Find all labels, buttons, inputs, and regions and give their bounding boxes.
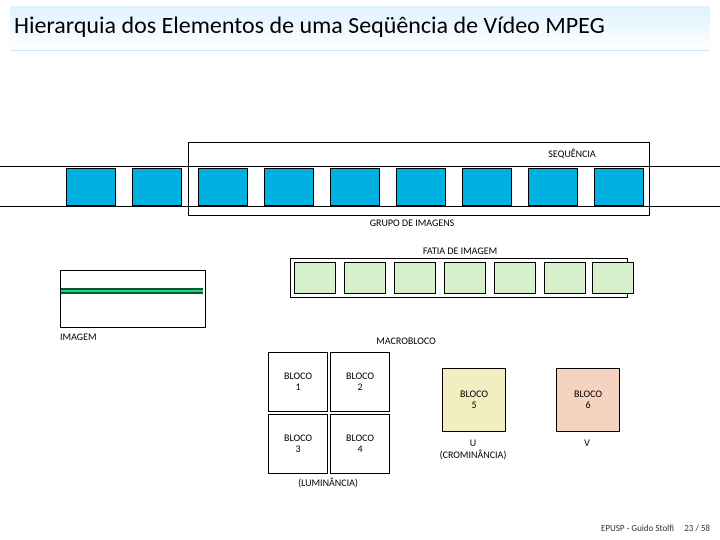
bloco-6: BLOCO6 [556, 368, 620, 432]
label-luminancia: (LUMINÂNCIA) [268, 476, 388, 489]
image-slice-highlight [61, 288, 203, 294]
slice-frame [494, 262, 536, 294]
slice-frame [444, 262, 486, 294]
bloco-5: BLOCO5 [442, 368, 506, 432]
bloco-3: BLOCO3 [268, 414, 328, 474]
label-grupo: GRUPO DE IMAGENS [332, 216, 492, 229]
seq-frame [594, 168, 644, 206]
slice-frame [592, 262, 634, 294]
label-v: V [556, 436, 618, 449]
footer: EPUSP - Guido Stolfi 23 / 58 [601, 523, 710, 534]
seq-frame [132, 168, 182, 206]
label-imagem: IMAGEM [60, 330, 140, 343]
slice-frame [294, 262, 336, 294]
bloco-2: BLOCO2 [330, 352, 390, 412]
image-box [60, 270, 206, 328]
label-fatia: FATIA DE IMAGEM [390, 244, 530, 257]
footer-page: 23 / 58 [684, 523, 710, 534]
seq-frame [264, 168, 314, 206]
footer-author: EPUSP - Guido Stolfi [601, 523, 674, 534]
slice-frame [544, 262, 586, 294]
seq-frame [396, 168, 446, 206]
seq-frame [462, 168, 512, 206]
bloco-1: BLOCO1 [268, 352, 328, 412]
bloco-4: BLOCO4 [330, 414, 390, 474]
seq-frame [528, 168, 578, 206]
slice-frame [344, 262, 386, 294]
label-sequencia: SEQUÊNCIA [512, 147, 632, 160]
seq-frame [66, 168, 116, 206]
seq-frame [198, 168, 248, 206]
label-crominancia: (CROMINÂNCIA) [426, 448, 520, 461]
slice-frame [394, 262, 436, 294]
page-title: Hierarquia dos Elementos de uma Seqüênci… [10, 6, 710, 51]
label-macrobloco: MACROBLOCO [346, 334, 466, 347]
seq-frame [330, 168, 380, 206]
